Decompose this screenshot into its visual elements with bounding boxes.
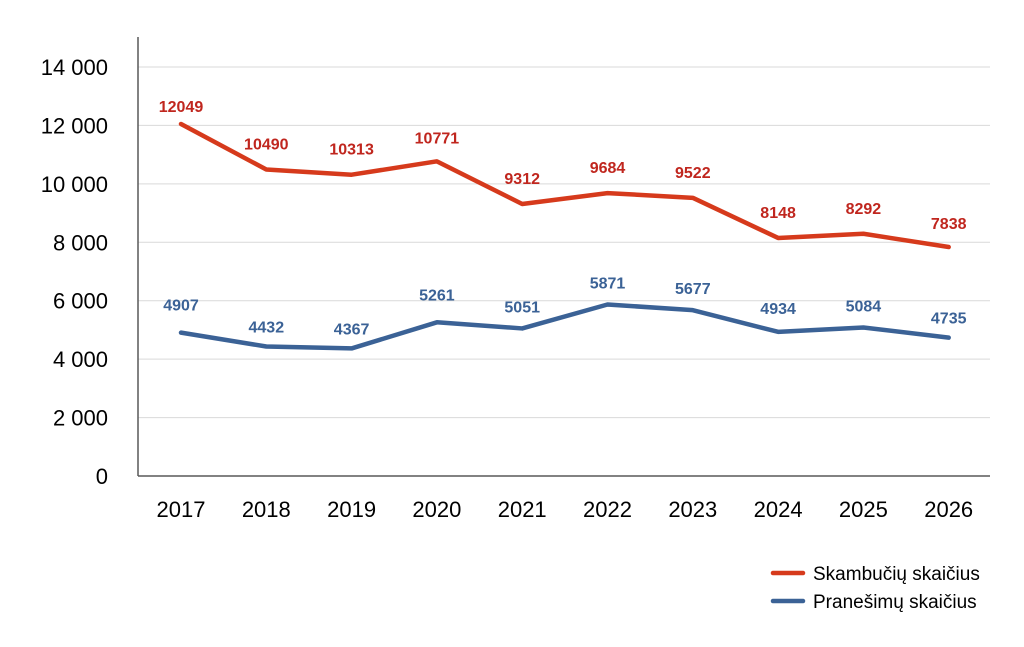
x-tick-label: 2024 bbox=[754, 497, 803, 522]
data-label: 7838 bbox=[931, 216, 967, 233]
data-label: 8292 bbox=[846, 201, 882, 218]
y-tick-label: 2 000 bbox=[53, 406, 108, 431]
y-tick-label: 6 000 bbox=[53, 289, 108, 314]
axes: 0 2 000 4 000 6 000 8 000 10 000 12 000 14 000 2… bbox=[41, 37, 990, 522]
data-labels: 12049 10490 10313 10771 9312 9684 9522 8148 8292… bbox=[159, 99, 967, 338]
gridlines bbox=[138, 66, 990, 419]
data-label: 5677 bbox=[675, 281, 711, 298]
y-tick-label: 10 000 bbox=[41, 172, 108, 197]
data-label: 12049 bbox=[159, 99, 204, 116]
data-label: 9312 bbox=[504, 171, 540, 188]
data-label: 4367 bbox=[334, 321, 370, 338]
y-tick-label: 4 000 bbox=[53, 347, 108, 372]
series-line-1 bbox=[178, 121, 951, 250]
data-label: 5261 bbox=[419, 287, 455, 304]
x-tick-label: 2023 bbox=[668, 497, 717, 522]
data-label: 5051 bbox=[504, 299, 540, 316]
y-tick-label: 8 000 bbox=[53, 230, 108, 255]
data-label: 10313 bbox=[329, 142, 374, 159]
data-label: 4735 bbox=[931, 311, 967, 328]
data-label: 10490 bbox=[244, 137, 289, 154]
x-tick-label: 2021 bbox=[498, 497, 547, 522]
data-label: 8148 bbox=[760, 205, 796, 222]
x-tick-label: 2019 bbox=[327, 497, 376, 522]
legend: Skambučių skaičius Pranešimų skaičius bbox=[770, 564, 980, 613]
y-tick-label: 14 000 bbox=[41, 55, 108, 80]
data-label: 5871 bbox=[590, 275, 626, 292]
y-tick-label: 0 bbox=[96, 464, 108, 489]
series-lines bbox=[178, 121, 951, 351]
data-label: 4432 bbox=[249, 320, 285, 337]
data-label: 10771 bbox=[415, 130, 460, 147]
x-tick-label: 2018 bbox=[242, 497, 291, 522]
legend-label-2: Pranešimų skaičius bbox=[813, 592, 977, 613]
data-label: 5084 bbox=[846, 298, 882, 315]
series-line-2 bbox=[178, 302, 951, 351]
x-tick-label: 2025 bbox=[839, 497, 888, 522]
x-tick-label: 2022 bbox=[583, 497, 632, 522]
data-label: 9522 bbox=[675, 165, 711, 182]
data-label: 4907 bbox=[163, 298, 199, 315]
data-label: 9684 bbox=[590, 160, 626, 177]
x-tick-label: 2017 bbox=[157, 497, 206, 522]
data-label: 4934 bbox=[760, 301, 796, 318]
x-tick-label: 2026 bbox=[924, 497, 973, 522]
legend-label-1: Skambučių skaičius bbox=[813, 564, 980, 585]
x-tick-label: 2020 bbox=[412, 497, 461, 522]
y-tick-label: 12 000 bbox=[41, 113, 108, 138]
